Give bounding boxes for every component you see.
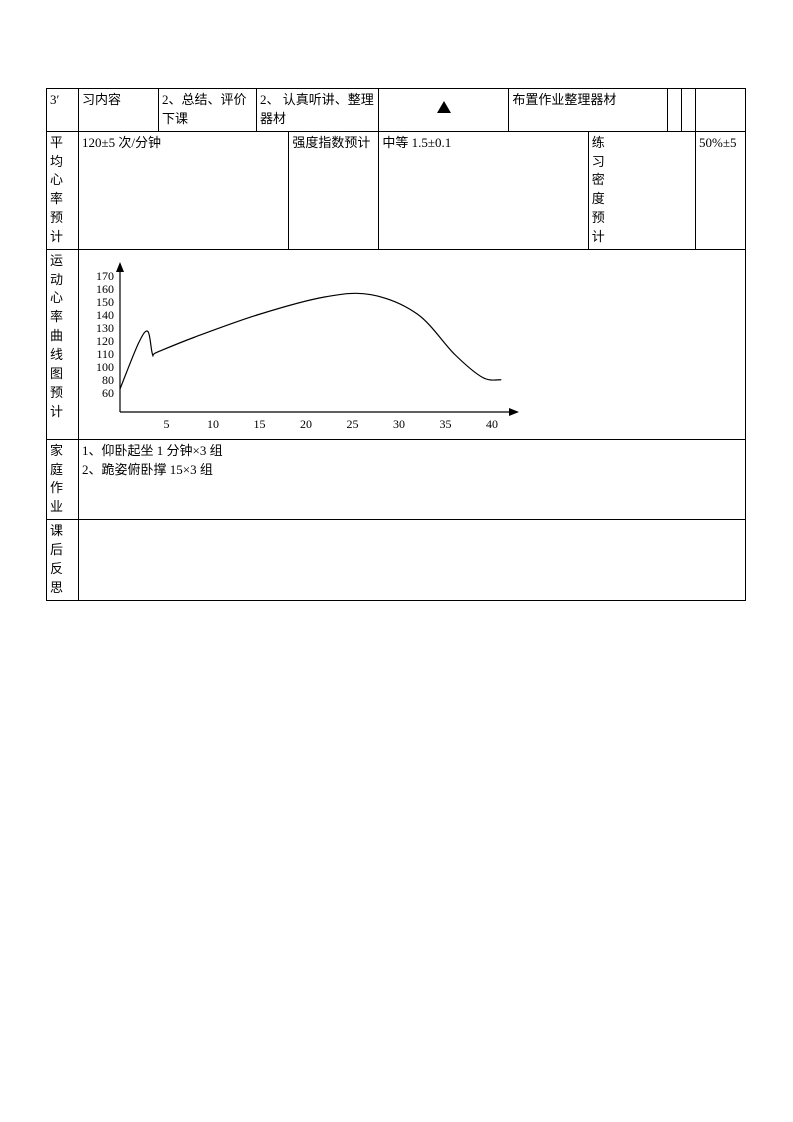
cell-teacher-action: 2、总结、评价下课 [159, 89, 257, 132]
homework-content: 1、仰卧起坐 1 分钟×3 组 2、跪姿俯卧撑 15×3 组 [79, 439, 746, 519]
svg-text:150: 150 [96, 295, 114, 309]
svg-text:170: 170 [96, 269, 114, 283]
heartrate-curve-chart: 1701601501401301201101008060 5 10 15 20 25 30 3… [82, 252, 742, 437]
cell-time: 3′ [47, 89, 79, 132]
cell-topic: 习内容 [79, 89, 159, 132]
row-content: 3′ 习内容 2、总结、评价下课 2、 认真听讲、整理器材 布置作业整理器材 [47, 89, 746, 132]
svg-text:60: 60 [102, 386, 114, 400]
svg-text:140: 140 [96, 308, 114, 322]
row-homework: 家庭作业 1、仰卧起坐 1 分钟×3 组 2、跪姿俯卧撑 15×3 组 [47, 439, 746, 519]
label-density: 练习密度预计 [588, 131, 695, 249]
svg-text:160: 160 [96, 282, 114, 296]
value-intensity: 中等 1.5±0.1 [379, 131, 588, 249]
reflection-content [79, 520, 746, 600]
svg-text:40: 40 [486, 417, 498, 431]
cell-blank-b [682, 89, 696, 132]
row-heartrate: 平均心率预计 120±5 次/分钟 强度指数预计 中等 1.5±0.1 练习密度… [47, 131, 746, 249]
svg-text:15: 15 [254, 417, 266, 431]
value-avg-heartrate: 120±5 次/分钟 [79, 131, 289, 249]
label-chart: 运动心率曲线图预计 [47, 249, 79, 439]
row-reflection: 课后反思 [47, 520, 746, 600]
chart-cell: 1701601501401301201101008060 5 10 15 20 25 30 3… [79, 249, 746, 439]
svg-text:10: 10 [207, 417, 219, 431]
cell-homework-assign: 布置作业整理器材 [509, 89, 668, 132]
cell-blank-c [696, 89, 746, 132]
svg-text:5: 5 [164, 417, 170, 431]
homework-line-2: 2、跪姿俯卧撑 15×3 组 [82, 461, 742, 480]
svg-text:30: 30 [393, 417, 405, 431]
label-homework: 家庭作业 [47, 439, 79, 519]
svg-text:130: 130 [96, 321, 114, 335]
lesson-plan-table: 3′ 习内容 2、总结、评价下课 2、 认真听讲、整理器材 布置作业整理器材 平… [46, 88, 746, 601]
cell-student-action: 2、 认真听讲、整理器材 [257, 89, 379, 132]
label-intensity: 强度指数预计 [289, 131, 379, 249]
svg-text:20: 20 [300, 417, 312, 431]
svg-text:120: 120 [96, 334, 114, 348]
svg-text:80: 80 [102, 373, 114, 387]
label-avg-heartrate: 平均心率预计 [47, 131, 79, 249]
svg-text:25: 25 [347, 417, 359, 431]
cell-blank-a [668, 89, 682, 132]
svg-text:35: 35 [440, 417, 452, 431]
cell-formation [379, 89, 509, 132]
triangle-icon [437, 101, 451, 113]
svg-text:110: 110 [96, 347, 114, 361]
row-chart: 运动心率曲线图预计 170160150140130120110100806051… [47, 249, 746, 439]
label-reflection: 课后反思 [47, 520, 79, 600]
homework-line-1: 1、仰卧起坐 1 分钟×3 组 [82, 442, 742, 461]
svg-text:100: 100 [96, 360, 114, 374]
value-density: 50%±5 [696, 131, 746, 249]
